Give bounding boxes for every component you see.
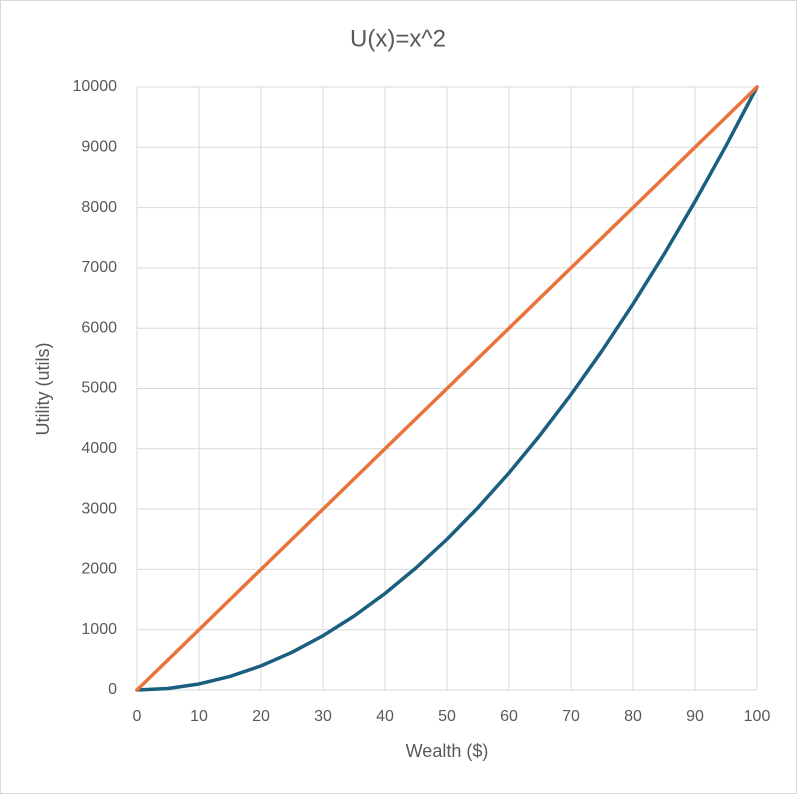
y-tick-label: 5000 [81, 380, 117, 397]
x-tick-label: 70 [562, 708, 580, 725]
x-tick-label: 40 [376, 708, 394, 725]
y-tick-label: 9000 [81, 139, 117, 156]
series-line [135, 85, 759, 692]
x-tick-label: 60 [500, 708, 518, 725]
chart-title: U(x)=x^2 [350, 25, 446, 52]
y-tick-label: 4000 [81, 440, 117, 457]
x-tick-label: 100 [744, 708, 771, 725]
x-tick-label: 30 [314, 708, 332, 725]
x-tick-label: 50 [438, 708, 456, 725]
series-line [135, 85, 759, 692]
y-tick-label: 1000 [81, 621, 117, 638]
x-axis-label: Wealth ($) [406, 741, 489, 761]
y-tick-label: 7000 [81, 259, 117, 276]
y-tick-label: 2000 [81, 561, 117, 578]
x-tick-label: 0 [133, 708, 142, 725]
x-tick-label: 90 [686, 708, 704, 725]
x-tick-label: 80 [624, 708, 642, 725]
y-tick-label: 10000 [73, 78, 118, 95]
y-tick-label: 3000 [81, 500, 117, 517]
y-tick-label: 6000 [81, 319, 117, 336]
y-tick-label: 8000 [81, 199, 117, 216]
x-tick-label: 10 [190, 708, 208, 725]
lines [135, 85, 759, 692]
y-tick-label: 0 [108, 681, 117, 698]
x-tick-label: 20 [252, 708, 270, 725]
y-axis-label: Utility (utils) [33, 343, 53, 436]
